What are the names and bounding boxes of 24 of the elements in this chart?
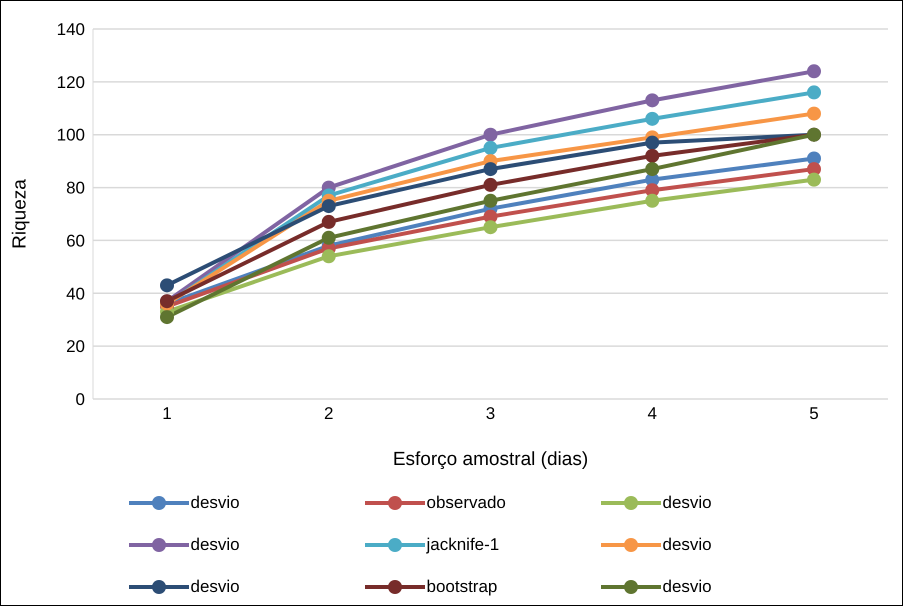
x-tick-label: 4 — [648, 404, 657, 424]
legend-label: desvio — [662, 493, 712, 513]
legend-label: bootstrap — [426, 577, 498, 597]
x-tick-label: 5 — [809, 404, 819, 424]
y-tick-label: 0 — [76, 390, 85, 410]
legend-label: jacknife-1 — [426, 535, 500, 555]
legend-label: desvio — [662, 535, 712, 555]
legend-label: desvio — [190, 493, 240, 513]
legend-label: desvio — [190, 535, 240, 555]
x-tick-label: 3 — [486, 404, 496, 424]
legend-label: observado — [426, 493, 506, 513]
y-tick-label: 120 — [56, 72, 85, 92]
x-tick-label: 2 — [324, 404, 334, 424]
legend-label: desvio — [662, 577, 712, 597]
y-tick-label: 140 — [56, 20, 85, 40]
legend-label: desvio — [190, 577, 240, 597]
y-tick-label: 100 — [56, 126, 85, 145]
x-tick-label: 1 — [162, 404, 172, 424]
y-tick-label: 40 — [66, 284, 85, 304]
y-tick-label: 60 — [66, 231, 85, 250]
y-axis-title: Riqueza — [10, 178, 31, 249]
y-tick-label: 20 — [66, 337, 85, 356]
y-tick-label: 80 — [66, 178, 85, 198]
x-axis-title: Esforço amostral (dias) — [392, 449, 588, 470]
